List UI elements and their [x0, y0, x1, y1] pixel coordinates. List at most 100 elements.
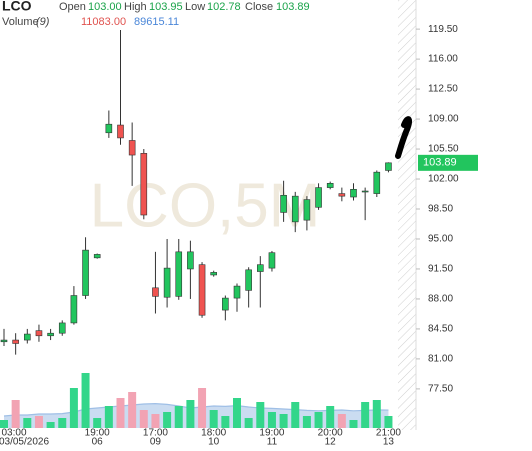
candle-body: [163, 267, 171, 298]
x-date-label: 13: [383, 437, 395, 446]
y-tick-label: 112.50: [428, 84, 458, 95]
x-tick-label: 18:00: [201, 428, 226, 439]
volume-bar: [233, 398, 241, 428]
candle-body: [385, 162, 392, 171]
x-date-label: 10: [208, 437, 220, 446]
candle-body: [350, 189, 357, 198]
volume-bar: [163, 412, 172, 428]
volume-bar: [314, 412, 323, 428]
x-date-label: 06: [92, 437, 104, 446]
candle-body: [245, 269, 252, 291]
volume-bar: [361, 402, 370, 428]
candle-body: [268, 252, 276, 269]
x-tick-label: 21:00: [376, 428, 401, 439]
x-date-label: 11: [267, 437, 278, 446]
volume-bar: [267, 412, 276, 428]
candle-body: [373, 171, 381, 194]
volume-bar: [58, 418, 67, 428]
candle-body: [187, 251, 194, 270]
candle-body: [35, 330, 43, 337]
last-price-tag: [418, 154, 478, 171]
open-label: Open: [59, 1, 86, 13]
candle-body: [93, 254, 101, 259]
x-tick-label: 03:00: [1, 428, 26, 439]
volume-bar: [244, 418, 253, 428]
volume-bar: [139, 410, 148, 428]
low-label: Low: [185, 1, 205, 13]
candle-body: [47, 332, 54, 337]
high-label: High: [124, 1, 147, 13]
last-price-label: 103.89: [423, 157, 457, 169]
volume-bar: [349, 420, 358, 428]
x-date-label: 09: [150, 437, 162, 446]
y-tick-label: 102.00: [428, 174, 459, 185]
candle-body: [315, 187, 322, 208]
volume-bar: [279, 414, 288, 428]
x-date-label: 03/05/2026: [0, 437, 49, 446]
candle-body: [128, 140, 136, 156]
close-value: 103.89: [276, 1, 310, 13]
high-value: 103.95: [149, 1, 183, 13]
candle-body: [23, 333, 31, 341]
plot: 77.50 81.00 84.50 88.00 91.50 95.00 98.50 102.0…: [0, 24, 459, 428]
candle-body: [361, 190, 369, 193]
symbol: LCO: [2, 0, 32, 14]
volume-bar: [34, 416, 43, 428]
candle-body: [70, 295, 78, 324]
candle-body: [140, 153, 148, 216]
close-label: Close: [245, 1, 273, 13]
open-value: 103.00: [88, 1, 122, 13]
candle-body: [210, 272, 217, 276]
volume-ma-line: [3, 402, 389, 417]
candle-body: [233, 285, 241, 299]
volume-value: 11083.00: [81, 16, 126, 28]
volume-bar: [93, 418, 102, 428]
candle-body: [326, 183, 334, 188]
volume-bar: [46, 422, 55, 428]
y-tick-label: 119.50: [428, 24, 458, 35]
candle-body: [58, 322, 66, 334]
candle-body: [175, 251, 183, 297]
volume-bar: [116, 398, 125, 428]
candle-body: [198, 264, 206, 316]
volume-label: Volume: [2, 16, 39, 28]
volume-bar: [81, 373, 90, 428]
candle-body: [0, 339, 8, 343]
candle-body: [280, 194, 287, 213]
volume-period: (9): [36, 16, 50, 28]
volume-bar: [337, 414, 346, 428]
candle-body: [82, 249, 89, 296]
candle-body: [256, 264, 264, 272]
volume-bar: [209, 410, 218, 428]
volume-bar: [128, 392, 137, 428]
y-tick-label: 98.50: [428, 204, 453, 215]
x-tick-label: 19:00: [85, 428, 110, 439]
candle-body: [117, 124, 124, 139]
volume-bar: [174, 406, 183, 428]
volume-ma-value: 89615.11: [134, 16, 179, 28]
future-area: [398, 0, 416, 430]
candle-body: [291, 195, 299, 223]
scribble: [395, 116, 413, 159]
volume-bar: [221, 416, 230, 428]
x-tick-label: 20:00: [318, 428, 343, 439]
candle-body: [222, 297, 229, 311]
volume-bar: [186, 400, 195, 428]
volume-bar: [23, 418, 32, 428]
y-tick-label: 105.50: [428, 144, 459, 155]
volume-bar: [384, 416, 393, 428]
volume-bar: [291, 402, 300, 428]
x-tick-label: 17:00: [143, 428, 168, 439]
y-tick-label: 95.00: [428, 234, 453, 245]
y-tick-label: 88.00: [428, 294, 453, 305]
x-date-label: 12: [325, 437, 337, 446]
y-tick-label: 116.00: [428, 54, 458, 65]
volume-bar: [69, 388, 78, 428]
volume-bar: [11, 400, 20, 428]
volume-bar: [326, 406, 335, 428]
candle-body: [152, 287, 159, 297]
candle-body: [303, 199, 311, 221]
y-tick-label: 91.50: [428, 264, 453, 275]
